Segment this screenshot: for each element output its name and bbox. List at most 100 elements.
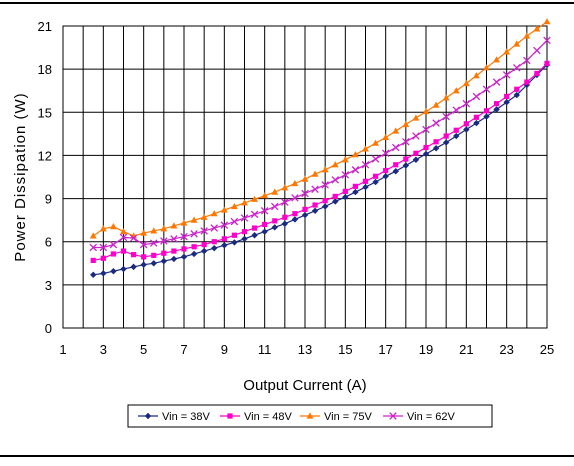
y-tick-label: 0: [45, 321, 52, 336]
data-point: [462, 99, 471, 108]
data-point: [180, 219, 188, 226]
data-point: [371, 155, 380, 163]
data-point: [482, 85, 491, 94]
data-point: [433, 139, 439, 145]
data-point: [260, 207, 269, 215]
legend-marker: [144, 412, 152, 420]
data-point: [543, 36, 551, 45]
data-point: [251, 232, 258, 239]
x-tick-label: 1: [59, 342, 66, 357]
data-point: [513, 91, 520, 99]
data-point: [271, 188, 279, 195]
legend-marker: [389, 412, 397, 420]
x-tick-label: 7: [180, 342, 187, 357]
data-point: [231, 202, 238, 210]
legend: Vin = 38V Vin = 48V Vin = 75V Vin = 62V: [127, 404, 493, 428]
series-line: [93, 64, 548, 276]
legend-label: Vin = 62V: [407, 411, 455, 423]
data-point: [331, 176, 340, 184]
data-point: [492, 78, 501, 86]
y-tick-label: 18: [38, 62, 52, 77]
data-point: [362, 145, 369, 152]
data-point: [90, 257, 96, 264]
data-point: [381, 149, 390, 158]
data-point: [523, 81, 531, 89]
data-point: [342, 193, 349, 201]
data-point: [282, 214, 288, 220]
data-point: [271, 224, 278, 231]
data-point: [311, 170, 319, 177]
data-point: [403, 156, 409, 162]
y-tick-label: 9: [45, 192, 52, 207]
data-point: [382, 133, 390, 141]
bottom-rule: [0, 455, 574, 457]
data-point: [261, 228, 268, 235]
x-tick-label: 13: [298, 342, 312, 357]
data-point: [190, 230, 198, 238]
data-point: [281, 198, 289, 206]
data-point: [130, 263, 137, 271]
data-point: [191, 244, 197, 250]
data-point: [100, 270, 107, 277]
y-tick-label: 21: [38, 19, 52, 34]
data-point: [402, 138, 410, 146]
data-point: [311, 185, 319, 193]
data-point: [301, 189, 309, 198]
data-point: [180, 253, 188, 261]
data-point: [422, 107, 430, 115]
data-point: [109, 240, 118, 249]
data-point: [221, 242, 228, 249]
data-point: [240, 214, 249, 222]
data-point: [129, 234, 138, 242]
data-point: [442, 139, 450, 146]
data-point: [331, 161, 339, 168]
y-tick-label: 3: [45, 278, 52, 293]
data-point: [412, 132, 420, 140]
data-point: [452, 106, 461, 114]
data-point: [442, 112, 450, 121]
data-point: [250, 210, 259, 219]
data-point: [89, 232, 97, 239]
data-point: [211, 244, 218, 252]
data-point: [99, 225, 107, 232]
data-point: [341, 156, 349, 163]
x-tick-label: 9: [221, 342, 228, 357]
legend-marker: [227, 413, 233, 419]
data-point: [311, 207, 319, 214]
data-point: [463, 121, 469, 127]
x-tick-label: 21: [459, 342, 473, 357]
data-point: [362, 183, 369, 191]
data-point: [493, 56, 500, 63]
data-point: [341, 171, 350, 179]
x-tick-label: 23: [499, 342, 513, 357]
y-axis-title: Power Dissipation (W): [12, 92, 29, 261]
data-point: [453, 127, 459, 133]
data-point: [412, 114, 420, 121]
data-point: [362, 178, 369, 184]
data-point: [493, 106, 500, 113]
data-point: [220, 221, 229, 229]
data-point: [422, 125, 430, 134]
data-point: [513, 40, 521, 47]
data-point: [504, 93, 510, 100]
legend-label: Vin = 75V: [324, 411, 372, 423]
data-point: [230, 217, 239, 226]
data-point: [382, 173, 389, 180]
data-point: [170, 235, 178, 243]
data-point: [200, 213, 208, 220]
x-axis-title: Output Current (A): [243, 377, 366, 394]
series-1: [90, 60, 550, 264]
data-point: [412, 156, 420, 163]
data-point: [462, 79, 470, 87]
series-line: [93, 39, 548, 249]
data-point: [432, 145, 440, 152]
data-point: [110, 223, 117, 230]
data-point: [241, 229, 248, 235]
data-point: [483, 64, 490, 71]
plot-area-border: [62, 25, 548, 329]
data-point: [352, 151, 359, 158]
data-point: [190, 250, 198, 258]
data-point: [533, 25, 541, 32]
data-point: [211, 239, 217, 245]
data-point: [281, 220, 289, 227]
